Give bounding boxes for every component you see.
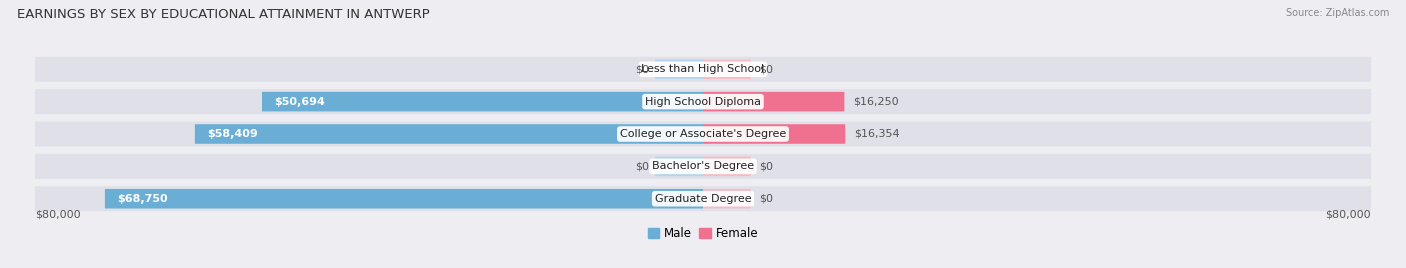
Text: High School Diploma: High School Diploma xyxy=(645,97,761,107)
FancyBboxPatch shape xyxy=(703,189,751,209)
Text: Graduate Degree: Graduate Degree xyxy=(655,194,751,204)
FancyBboxPatch shape xyxy=(35,186,1371,211)
FancyBboxPatch shape xyxy=(703,92,845,111)
Text: $58,409: $58,409 xyxy=(208,129,259,139)
Text: $0: $0 xyxy=(759,194,773,204)
Text: $80,000: $80,000 xyxy=(1326,210,1371,220)
Text: College or Associate's Degree: College or Associate's Degree xyxy=(620,129,786,139)
FancyBboxPatch shape xyxy=(195,124,703,144)
FancyBboxPatch shape xyxy=(655,157,703,176)
Legend: Male, Female: Male, Female xyxy=(643,222,763,245)
FancyBboxPatch shape xyxy=(35,57,1371,82)
Text: $16,250: $16,250 xyxy=(852,97,898,107)
Text: Source: ZipAtlas.com: Source: ZipAtlas.com xyxy=(1285,8,1389,18)
FancyBboxPatch shape xyxy=(703,124,845,144)
FancyBboxPatch shape xyxy=(35,122,1371,146)
Text: $0: $0 xyxy=(636,64,650,74)
Text: $16,354: $16,354 xyxy=(853,129,900,139)
FancyBboxPatch shape xyxy=(105,189,703,209)
Text: $80,000: $80,000 xyxy=(35,210,80,220)
Text: EARNINGS BY SEX BY EDUCATIONAL ATTAINMENT IN ANTWERP: EARNINGS BY SEX BY EDUCATIONAL ATTAINMEN… xyxy=(17,8,430,21)
Text: $0: $0 xyxy=(636,161,650,171)
Text: $50,694: $50,694 xyxy=(274,97,325,107)
Text: Bachelor's Degree: Bachelor's Degree xyxy=(652,161,754,171)
FancyBboxPatch shape xyxy=(703,157,751,176)
FancyBboxPatch shape xyxy=(703,59,751,79)
FancyBboxPatch shape xyxy=(655,59,703,79)
Text: $0: $0 xyxy=(759,64,773,74)
Text: Less than High School: Less than High School xyxy=(641,64,765,74)
Text: $0: $0 xyxy=(759,161,773,171)
FancyBboxPatch shape xyxy=(262,92,703,111)
FancyBboxPatch shape xyxy=(35,154,1371,179)
Text: $68,750: $68,750 xyxy=(118,194,169,204)
FancyBboxPatch shape xyxy=(35,89,1371,114)
